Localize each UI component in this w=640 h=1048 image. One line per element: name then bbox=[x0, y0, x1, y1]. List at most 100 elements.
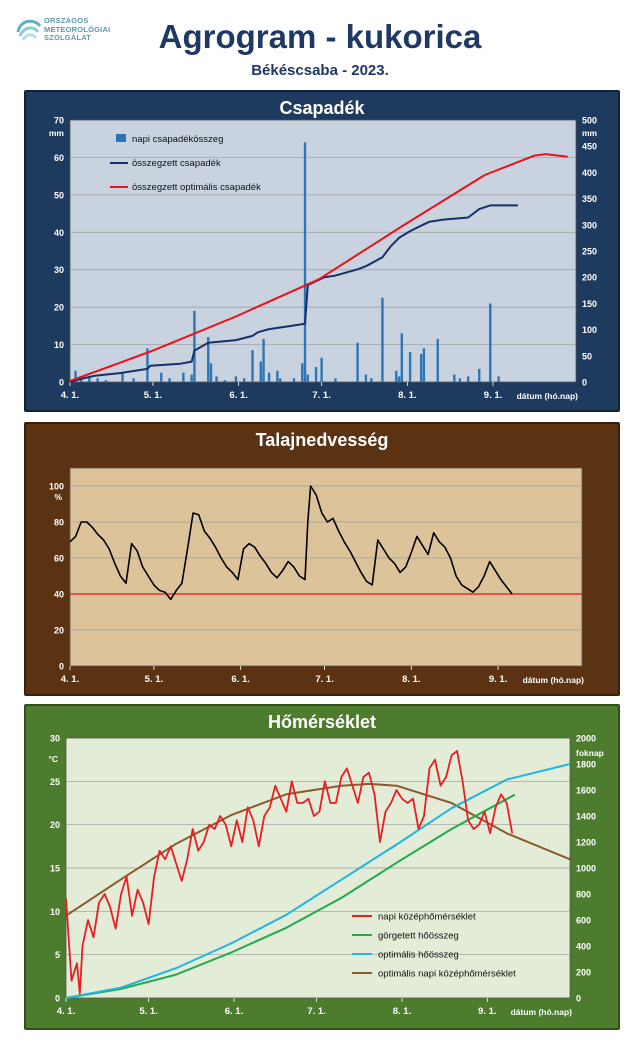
precip-bar bbox=[207, 337, 210, 382]
precip-bar bbox=[364, 374, 368, 382]
y2-tick-label: 200 bbox=[582, 273, 597, 283]
soil-chart: 0 20 40 60 80 100 4. 1. 5. 1. 6. 1. 7. 1. 8. 1. 9. … bbox=[49, 467, 584, 685]
y2-tick-label: 150 bbox=[582, 299, 597, 309]
precip-bar bbox=[306, 374, 309, 382]
y2-tick-label: 500 bbox=[582, 116, 597, 126]
x-tick-label: 6. 1. bbox=[231, 674, 250, 685]
daily-temp-line bbox=[65, 750, 514, 995]
y2-tick-label: 1600 bbox=[576, 786, 596, 796]
y-tick-label: 50 bbox=[54, 190, 64, 200]
y-tick-label: 60 bbox=[54, 153, 64, 163]
x-tick-label: 6. 1. bbox=[229, 390, 248, 401]
y2-tick-label: 400 bbox=[576, 942, 591, 952]
y2-tick-label: 50 bbox=[582, 351, 592, 361]
precip-bar bbox=[132, 378, 135, 382]
precip-title: Csapadék bbox=[279, 98, 365, 118]
precip-bar bbox=[96, 378, 99, 382]
x-tick-label: 4. 1. bbox=[57, 1006, 76, 1017]
y-tick-label: 20 bbox=[54, 626, 64, 636]
y2-tick-label: 2000 bbox=[576, 734, 596, 744]
precip-bar bbox=[88, 376, 91, 382]
precip-bar bbox=[168, 378, 171, 382]
precip-bar bbox=[292, 378, 296, 382]
omsz-logo: ORSZÁGOS METEOROLÓGIAI SZOLGÁLAT bbox=[14, 14, 124, 54]
x-axis-label: dátum (hó.nap) bbox=[511, 1007, 573, 1017]
precip-bar bbox=[356, 342, 359, 382]
x-tick-label: 9. 1. bbox=[489, 674, 508, 685]
x-tick-label: 5. 1. bbox=[145, 674, 164, 685]
cum-precip-line bbox=[69, 204, 518, 383]
x-tick-label: 4. 1. bbox=[61, 674, 80, 685]
precip-bar bbox=[259, 361, 262, 382]
precip-panel: 0 10 20 30 40 50 60 70 0 50 100 150 200 250 300 350 400 4… bbox=[24, 90, 620, 412]
y2-tick-label: 800 bbox=[576, 890, 591, 900]
x-tick-label: 5. 1. bbox=[144, 390, 163, 401]
precip-bar bbox=[453, 374, 456, 382]
precip-bar bbox=[489, 303, 492, 382]
precip-bar bbox=[397, 376, 401, 382]
precip-bar bbox=[267, 372, 271, 382]
y-tick-label: 70 bbox=[54, 116, 64, 126]
precip-bar bbox=[262, 338, 265, 382]
y-tick-label: 30 bbox=[50, 734, 60, 744]
y2-tick-label: 300 bbox=[582, 220, 597, 230]
y-tick-label: 5 bbox=[55, 950, 60, 960]
legend-swatch-bars bbox=[116, 134, 126, 142]
precip-bar bbox=[276, 370, 279, 382]
precip-bar bbox=[301, 363, 304, 382]
precip-bar bbox=[234, 376, 238, 382]
precip-bar bbox=[314, 367, 318, 382]
y2-tick-label: 0 bbox=[582, 378, 587, 388]
legend-label: napi csapadékösszeg bbox=[132, 134, 223, 145]
y-tick-label: 20 bbox=[50, 820, 60, 830]
opt-precip-line bbox=[69, 153, 568, 382]
precip-bar bbox=[160, 372, 163, 382]
y2-tick-label: 200 bbox=[576, 968, 591, 978]
precip-bar bbox=[436, 338, 439, 382]
y2-tick-label: 350 bbox=[582, 194, 597, 204]
x-tick-label: 9. 1. bbox=[484, 390, 503, 401]
precip-bar bbox=[400, 333, 404, 382]
temp-title: Hőmérséklet bbox=[267, 712, 377, 732]
legend-label: optimális hőösszeg bbox=[378, 950, 459, 961]
precip-bar bbox=[223, 380, 227, 382]
y2-tick-label: 100 bbox=[582, 325, 597, 335]
y-tick-label: 25 bbox=[50, 777, 60, 787]
precip-bar bbox=[193, 310, 196, 382]
precip-bar bbox=[79, 378, 83, 382]
x-tick-label: 8. 1. bbox=[398, 390, 417, 401]
x-axis-label: dátum (hó.nap) bbox=[517, 391, 579, 401]
legend-label: optimális napi középhőmérséklet bbox=[378, 969, 516, 980]
legend-label: görgetett hőösszeg bbox=[378, 931, 459, 942]
precip-bar bbox=[478, 368, 481, 382]
precip-bar bbox=[278, 378, 282, 382]
gdd-line bbox=[65, 793, 516, 999]
plot-area bbox=[69, 119, 577, 383]
precip-bar bbox=[215, 376, 218, 382]
y-tick-label: 60 bbox=[54, 554, 64, 564]
x-tick-label: 9. 1. bbox=[478, 1006, 497, 1017]
y-unit-label: % bbox=[54, 492, 62, 502]
precip-bar bbox=[395, 370, 398, 382]
y-tick-label: 0 bbox=[55, 994, 60, 1004]
precip-bar bbox=[303, 142, 307, 382]
soil-panel: 0 20 40 60 80 100 4. 1. 5. 1. 6. 1. 7. 1. 8. 1. 9. … bbox=[24, 422, 620, 696]
legend-label: napi középhőmérséklet bbox=[378, 912, 476, 923]
precip-bar bbox=[466, 376, 470, 382]
precip-bar bbox=[370, 378, 373, 382]
x-tick-label: 8. 1. bbox=[402, 674, 421, 685]
temp-panel: 0 5 10 15 20 25 30 0 200 400 600 800 1000 1200 1400 160… bbox=[24, 704, 620, 1030]
precip-bar bbox=[334, 378, 337, 382]
precip-bar bbox=[497, 376, 500, 382]
y2-unit-label: mm bbox=[582, 128, 598, 138]
y2-unit-label: foknap bbox=[576, 748, 604, 758]
y2-tick-label: 0 bbox=[576, 994, 581, 1004]
precip-bar bbox=[74, 370, 77, 382]
y-unit-label: mm bbox=[49, 128, 65, 138]
legend-label: összegzett csapadék bbox=[132, 158, 221, 169]
y2-tick-label: 1400 bbox=[576, 812, 596, 822]
precip-bar bbox=[320, 357, 323, 382]
y-tick-label: 30 bbox=[54, 265, 64, 275]
y2-tick-label: 1800 bbox=[576, 760, 596, 770]
precip-bar bbox=[104, 380, 108, 382]
